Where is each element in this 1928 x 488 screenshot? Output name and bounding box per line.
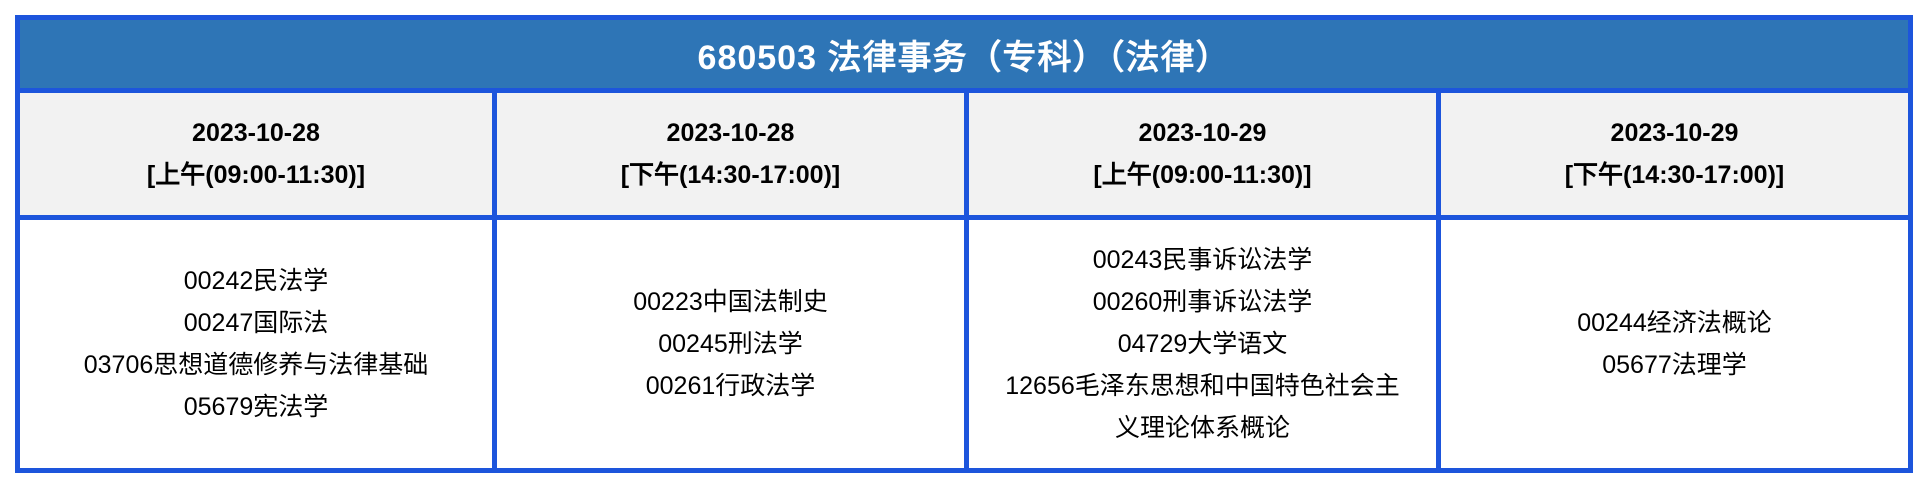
course-item: 05679宪法学 <box>183 393 329 421</box>
column-session: [下午(14:30-17:00)] <box>620 161 841 189</box>
column-header-3: 2023-10-29 [上午(09:00-11:30)] <box>964 93 1436 215</box>
column-header-4: 2023-10-29 [下午(14:30-17:00)] <box>1436 93 1908 215</box>
column-session: [上午(09:00-11:30)] <box>146 161 366 189</box>
body-row: 00242民法学 00247国际法 03706思想道德修养与法律基础 05679宪法学… <box>20 220 1908 468</box>
course-item: 00245刑法学 <box>658 330 803 358</box>
column-session: [下午(14:30-17:00)] <box>1564 161 1785 189</box>
course-item: 00244经济法概论 <box>1577 309 1772 337</box>
course-item: 00247国际法 <box>183 309 329 337</box>
column-date: 2023-10-29 <box>1138 119 1267 147</box>
course-list-1: 00242民法学 00247国际法 03706思想道德修养与法律基础 05679宪法学 <box>20 220 492 468</box>
course-list-4: 00244经济法概论 05677法理学 <box>1436 220 1908 468</box>
column-header-1: 2023-10-28 [上午(09:00-11:30)] <box>20 93 492 215</box>
column-date: 2023-10-28 <box>666 119 795 147</box>
column-date: 2023-10-28 <box>192 119 320 147</box>
course-item: 04729大学语文 <box>1117 330 1288 358</box>
course-item: 12656毛泽东思想和中国特色社会主义理论体系概论 <box>1005 372 1400 442</box>
course-list-3: 00243民事诉讼法学 00260刑事诉讼法学 04729大学语文 12656毛泽东思… <box>964 220 1436 468</box>
exam-schedule-table: 680503 法律事务（专科）（法律） 2023-10-28 [上午(09:00… <box>15 15 1913 473</box>
course-item: 00242民法学 <box>183 267 329 295</box>
course-item: 05677法理学 <box>1602 351 1747 379</box>
header-row: 2023-10-28 [上午(09:00-11:30)] 2023-10-28 … <box>20 88 1908 220</box>
course-item: 03706思想道德修养与法律基础 <box>83 351 429 379</box>
course-item: 00243民事诉讼法学 <box>1092 246 1313 274</box>
column-header-2: 2023-10-28 [下午(14:30-17:00)] <box>492 93 964 215</box>
course-list-2: 00223中国法制史 00245刑法学 00261行政法学 <box>492 220 964 468</box>
column-session: [上午(09:00-11:30)] <box>1093 161 1312 189</box>
table-title: 680503 法律事务（专科）（法律） <box>20 20 1908 88</box>
column-date: 2023-10-29 <box>1610 119 1739 147</box>
course-item: 00260刑事诉讼法学 <box>1092 288 1313 316</box>
course-item: 00223中国法制史 <box>633 288 828 316</box>
course-item: 00261行政法学 <box>645 372 816 400</box>
